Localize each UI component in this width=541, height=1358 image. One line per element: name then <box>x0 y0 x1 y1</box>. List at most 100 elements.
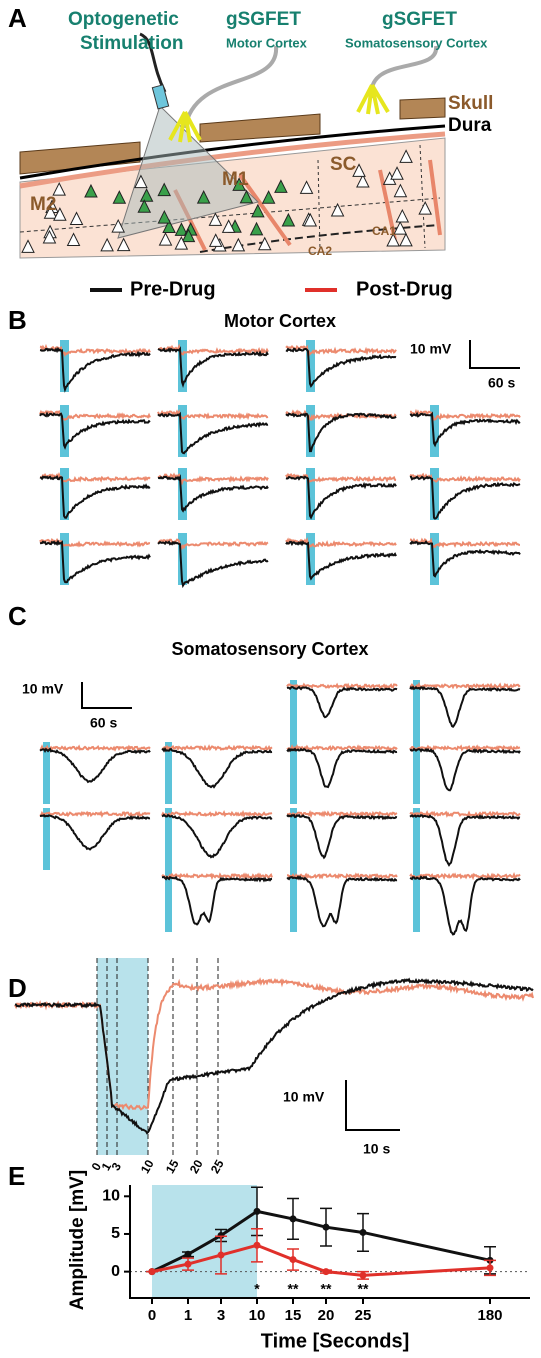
stim-bar <box>306 533 315 585</box>
hippocampus-boundary <box>199 224 441 253</box>
marker-label: 10 <box>138 1157 157 1176</box>
probe-cable <box>183 45 279 129</box>
trace <box>286 747 398 789</box>
neuron <box>162 219 176 234</box>
legend-label: Pre-Drug <box>130 278 216 300</box>
neuron <box>393 183 408 198</box>
neuron <box>21 239 35 253</box>
stim-bar <box>178 405 187 457</box>
probe-region: Somatosensory Cortex <box>345 35 488 50</box>
neuron <box>100 237 114 252</box>
stim-bar <box>178 468 187 520</box>
scale-bar <box>81 682 132 709</box>
trace <box>286 744 398 752</box>
point <box>359 1271 367 1279</box>
marker-label: 25 <box>208 1157 227 1176</box>
trace <box>161 809 273 818</box>
stim-bar <box>60 405 69 457</box>
neuron <box>274 179 288 193</box>
trace <box>14 977 534 1135</box>
region-boundary <box>317 144 426 251</box>
neuron <box>196 190 211 204</box>
neuron <box>418 201 432 215</box>
neuron <box>221 219 236 233</box>
scale-label: 10 mV <box>283 1089 325 1105</box>
significance: ** <box>321 1281 332 1297</box>
trace <box>157 346 269 389</box>
stim-bar <box>60 468 69 520</box>
trace <box>285 475 397 520</box>
neuron <box>174 236 189 250</box>
light-cone <box>117 105 259 239</box>
trace <box>285 472 397 484</box>
series-line <box>151 1209 491 1273</box>
legend-label: Post-Drug <box>356 278 453 300</box>
trace <box>286 875 398 928</box>
neuron <box>352 163 366 177</box>
neuron <box>261 190 276 204</box>
trace <box>161 744 273 752</box>
neuron <box>158 232 173 246</box>
trace <box>285 537 397 550</box>
panel-label: E <box>8 1161 25 1191</box>
trace <box>287 872 398 880</box>
stim-bar <box>290 680 297 742</box>
stim-bar <box>413 680 420 742</box>
scale-bar <box>345 1080 400 1131</box>
skull <box>19 141 141 175</box>
x-tick-label: 15 <box>285 1307 302 1324</box>
trace <box>39 411 151 450</box>
trace <box>409 744 521 753</box>
neuron <box>390 166 404 180</box>
x-tick-label: 20 <box>318 1307 335 1324</box>
neuron <box>52 182 66 196</box>
region-label: M1 <box>222 169 249 190</box>
scale-bar <box>469 340 520 369</box>
trace <box>39 813 151 851</box>
trace <box>39 409 151 422</box>
point <box>289 1256 297 1264</box>
stim-bar <box>165 870 172 932</box>
point <box>289 1215 297 1223</box>
stim-bar <box>290 870 297 932</box>
neuron <box>157 209 172 224</box>
region-label: CA1 <box>372 224 396 238</box>
point <box>184 1250 192 1258</box>
neuron <box>249 221 264 236</box>
stim-bar <box>290 808 297 870</box>
stim-label: Stimulation <box>80 33 183 54</box>
neuron <box>157 182 172 197</box>
trace <box>286 810 398 819</box>
layer-label: Dura <box>448 115 492 136</box>
trace <box>157 411 269 455</box>
trace <box>285 344 397 356</box>
trace <box>39 744 151 752</box>
point <box>486 1264 494 1272</box>
neuron <box>393 220 407 235</box>
neuron <box>66 232 81 247</box>
neuron <box>239 189 254 204</box>
point <box>217 1251 225 1259</box>
neuron <box>399 232 413 247</box>
neuron <box>53 207 67 221</box>
stim-bar <box>306 468 315 520</box>
stim-label: Optogenetic <box>68 9 179 30</box>
neuron <box>139 188 154 202</box>
trace <box>39 747 151 784</box>
stim-bar <box>43 742 50 804</box>
stim-bar <box>43 808 50 870</box>
point <box>253 1207 261 1215</box>
trace <box>409 814 521 867</box>
panel-label: C <box>8 601 27 631</box>
stim-bar <box>60 340 69 392</box>
stim-bar <box>165 742 172 804</box>
neuron <box>181 228 196 243</box>
trace <box>285 540 397 581</box>
trace <box>286 685 398 719</box>
stim-shade <box>152 1185 257 1298</box>
x-tick-label: 0 <box>148 1307 156 1324</box>
trace <box>409 537 520 549</box>
trace <box>409 475 521 520</box>
stim-bar <box>306 405 315 457</box>
